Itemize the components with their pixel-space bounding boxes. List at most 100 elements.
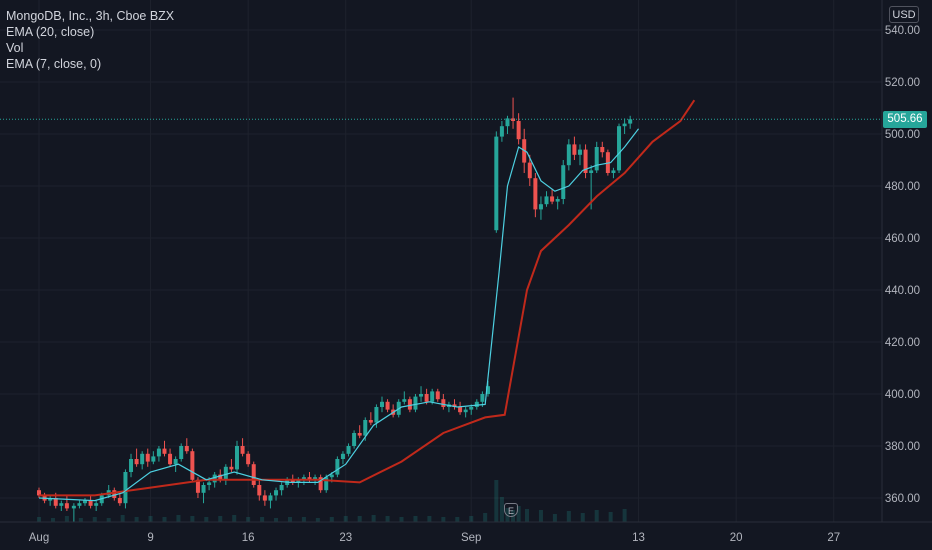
candle [561,160,566,205]
volume-bar [566,511,571,522]
volume-bar [120,515,125,522]
candle [168,448,173,467]
candle [402,391,407,405]
time-tick-label: 9 [147,532,153,544]
candle [533,173,538,218]
candle [257,479,262,501]
candle [385,399,390,413]
candle [190,448,195,483]
candle [368,412,373,426]
candle [346,443,351,457]
candle [566,139,571,171]
time-axis[interactable]: Aug 9 16 23 Sep 13 20 27 [0,521,932,550]
candle [555,196,560,210]
candle [279,482,284,496]
candle [318,474,323,493]
candle [71,503,76,524]
time-tick-label: 27 [827,532,840,544]
candle [83,498,88,506]
price-tick-label: 360.00 [885,493,920,505]
candle [37,487,41,498]
candle [94,500,99,511]
volume-bar [343,516,348,522]
volume-bar [246,517,251,522]
candle [162,440,167,457]
candle [516,113,521,145]
candle [611,167,616,179]
volume-bar [329,517,334,522]
candle [340,451,345,465]
candle [117,492,122,506]
time-tick-label: 13 [632,532,645,544]
earnings-marker[interactable]: E [504,503,518,517]
candle [352,430,357,449]
volume-bar [287,517,292,522]
candle [474,399,479,410]
candle [268,492,273,509]
symbol-title[interactable]: MongoDB, Inc., 3h, Cboe BZX [6,9,175,23]
volume-bar [78,518,83,522]
candle [379,396,384,413]
volume-bar [385,516,390,522]
volume-bar [580,513,585,522]
candle [88,495,93,509]
candle [77,500,82,509]
volume-bar [427,516,432,522]
candle [357,425,362,439]
candle [151,451,156,465]
candle [413,394,418,413]
candles [37,97,633,524]
candle [494,131,499,233]
volume-bar [190,516,195,522]
indicator-vol[interactable]: Vol [6,41,24,55]
candle [179,443,184,462]
volume-bar [50,518,55,522]
candle [527,154,532,186]
candle [583,144,588,179]
candle [262,490,267,506]
indicator-ema20[interactable]: EMA (20, close) [6,25,95,39]
price-tick-label: 540.00 [885,25,920,37]
candle [140,451,145,470]
candle [572,136,577,160]
candle [594,141,599,173]
time-tick-label: Sep [461,532,481,544]
time-axis-bg [0,522,932,550]
last-price-label: 505.66 [883,111,927,128]
candle [452,399,457,410]
candle [123,469,128,509]
volume-bar [399,517,404,522]
time-tick-label: Aug [29,532,49,544]
candle [550,188,555,205]
volume-bar [499,497,504,522]
volume-bar [176,515,181,522]
candle [463,407,468,418]
volume-bar [455,517,460,522]
volume-bar [218,516,223,522]
candle [274,487,279,501]
candle [173,456,178,472]
candle [538,196,543,220]
volume-bar [538,510,543,522]
volume-bar [232,515,237,522]
candle [407,396,412,413]
ema7-line [38,128,640,502]
price-tick-label: 400.00 [885,389,920,401]
currency-button[interactable]: USD [889,6,919,23]
candle [499,121,504,142]
candle [505,115,510,134]
volume-bar [594,510,599,522]
candle [544,191,549,207]
candle [234,440,239,475]
price-axis[interactable]: 360.00 380.00 400.00 420.00 440.00 460.00 480.… [881,0,932,550]
candle [184,438,189,454]
indicator-ema7[interactable]: EMA (7, close, 0) [6,57,102,71]
candle [64,495,69,511]
volume-bar [608,512,613,522]
volume-bar [148,516,153,522]
candle [441,394,446,410]
candle [335,456,340,478]
volume-bar [260,517,265,522]
time-tick-label: 16 [242,532,255,544]
